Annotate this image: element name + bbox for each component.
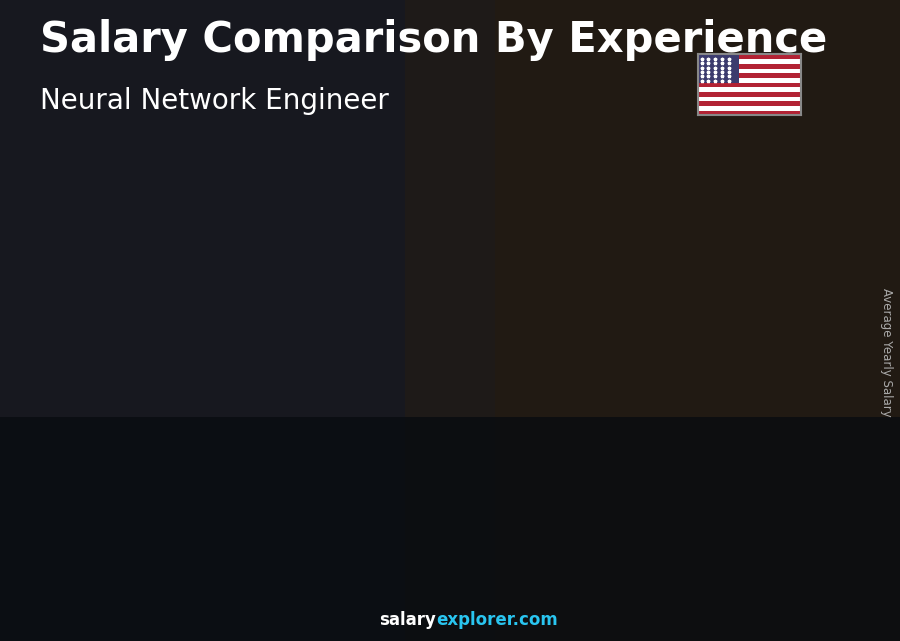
Bar <box>698 78 801 83</box>
Bar <box>698 54 739 83</box>
Polygon shape <box>454 282 549 292</box>
Bar <box>0 0 405 641</box>
Bar <box>698 92 801 97</box>
Text: salary: salary <box>380 612 436 629</box>
Text: +9%: +9% <box>529 174 586 195</box>
Text: 150,000 USD: 150,000 USD <box>457 271 558 287</box>
Text: +34%: +34% <box>143 323 215 343</box>
Polygon shape <box>788 233 801 567</box>
Bar <box>698 97 801 101</box>
Polygon shape <box>410 332 423 567</box>
Polygon shape <box>284 404 297 567</box>
Bar <box>698 106 801 111</box>
Bar <box>698 87 801 92</box>
Bar <box>698 83 801 87</box>
Text: Salary Comparison By Experience: Salary Comparison By Experience <box>40 19 828 62</box>
Polygon shape <box>76 453 86 567</box>
Text: +8%: +8% <box>655 151 712 171</box>
Bar <box>698 111 801 115</box>
Bar <box>698 54 801 59</box>
Polygon shape <box>329 332 423 341</box>
Text: +22%: +22% <box>395 201 467 221</box>
Bar <box>0 417 900 641</box>
Polygon shape <box>581 265 590 567</box>
Polygon shape <box>662 256 675 567</box>
Polygon shape <box>329 341 338 567</box>
Polygon shape <box>202 404 297 414</box>
Bar <box>698 101 801 106</box>
Polygon shape <box>707 242 716 567</box>
Text: Average Yearly Salary: Average Yearly Salary <box>880 288 893 417</box>
Text: 83,300 USD: 83,300 USD <box>205 394 296 409</box>
Bar <box>495 0 900 641</box>
Polygon shape <box>454 292 536 567</box>
Polygon shape <box>581 256 675 265</box>
Bar <box>698 69 801 73</box>
Polygon shape <box>454 292 464 567</box>
Text: 164,000 USD: 164,000 USD <box>583 246 684 260</box>
Text: 62,400 USD: 62,400 USD <box>79 433 170 447</box>
Bar <box>698 59 801 64</box>
Polygon shape <box>158 443 171 567</box>
Polygon shape <box>202 414 212 567</box>
Text: explorer.com: explorer.com <box>436 612 558 629</box>
Polygon shape <box>329 341 410 567</box>
Polygon shape <box>707 233 801 242</box>
Polygon shape <box>581 265 662 567</box>
Polygon shape <box>202 414 284 567</box>
Bar <box>698 64 801 69</box>
Text: 123,000 USD: 123,000 USD <box>331 321 432 336</box>
Text: Neural Network Engineer: Neural Network Engineer <box>40 87 390 115</box>
Text: 177,000 USD: 177,000 USD <box>709 222 810 237</box>
Bar <box>698 73 801 78</box>
Polygon shape <box>707 242 788 567</box>
Polygon shape <box>76 443 171 453</box>
Polygon shape <box>536 282 549 567</box>
Polygon shape <box>76 453 158 567</box>
Text: +48%: +48% <box>269 250 341 270</box>
